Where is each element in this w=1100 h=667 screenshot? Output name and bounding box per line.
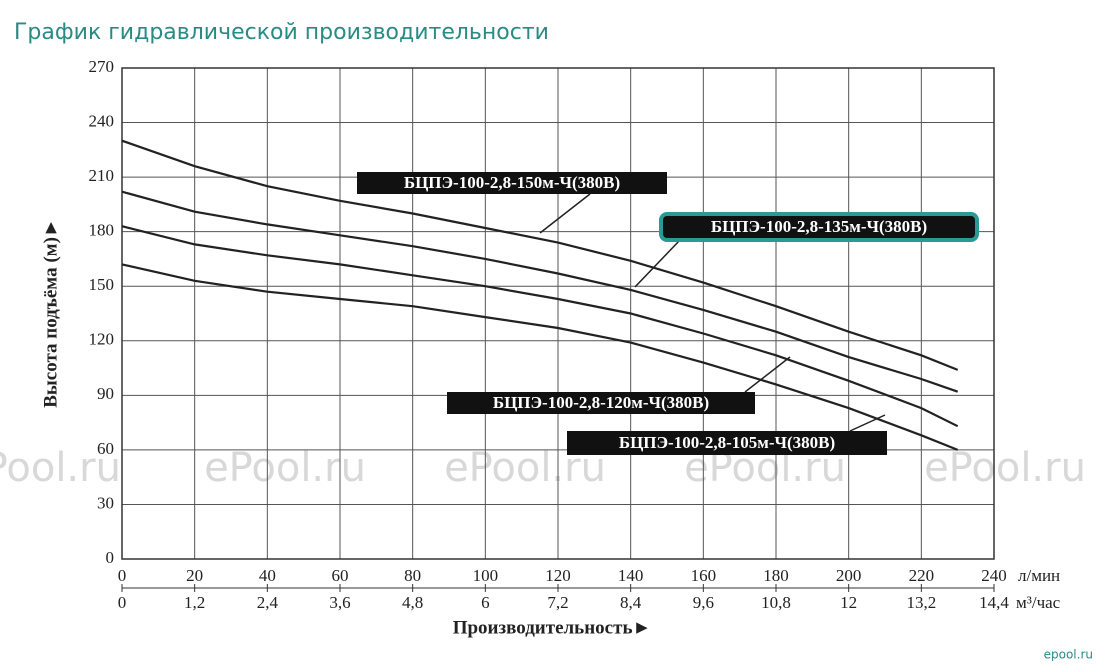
x2-tick-label: 7,2 [547, 593, 568, 612]
series-label-box [567, 431, 887, 455]
watermark: ePool.ru [204, 445, 366, 491]
watermark: ePool.ru [924, 445, 1086, 491]
leader-line [849, 414, 886, 432]
series-label: БЦПЭ-100-2,8-120м-Ч(380В) [493, 393, 709, 412]
plot-frame [121, 67, 995, 560]
x2-tick-label: 6 [481, 593, 490, 612]
series-label: БЦПЭ-100-2,8-150м-Ч(380В) [404, 173, 620, 192]
y-axis-label: Высота подъёма (м)► [40, 218, 61, 408]
x2-tick-label: 2,4 [257, 593, 279, 612]
x-tick-label: 160 [691, 566, 717, 585]
x-tick-label: 20 [186, 566, 203, 585]
y-tick-label: 120 [89, 330, 115, 349]
series-label: БЦПЭ-100-2,8-135м-Ч(380В) [711, 217, 927, 236]
x-tick-label: 60 [332, 566, 349, 585]
x-unit: л/мин [1018, 566, 1060, 585]
x2-tick-label: 13,2 [906, 593, 936, 612]
x-tick-label: 80 [404, 566, 421, 585]
series-label-box [357, 172, 667, 194]
y-tick-label: 180 [89, 221, 115, 240]
x-tick-label: 140 [618, 566, 644, 585]
x-axis-label: Производительность► [453, 617, 652, 638]
y-tick-label: 240 [89, 111, 115, 130]
y-tick-label: 150 [89, 275, 115, 294]
x-tick-label: 120 [545, 566, 571, 585]
x2-tick-label: 4,8 [402, 593, 423, 612]
x2-unit: м³/час [1016, 593, 1061, 612]
watermark: ePool.ru [0, 445, 121, 491]
leader-line [539, 193, 591, 234]
y-tick-label: 90 [97, 384, 114, 403]
x2-tick-label: 0 [118, 593, 127, 612]
series-line [121, 263, 959, 451]
logo: epool.ru [1044, 648, 1093, 662]
series-line [121, 225, 959, 428]
x2-tick-label: 14,4 [979, 593, 1009, 612]
y-tick-label: 0 [106, 548, 115, 567]
series-label: БЦПЭ-100-2,8-105м-Ч(380В) [619, 433, 835, 452]
y-tick-label: 60 [97, 439, 114, 458]
leader-line [634, 239, 681, 288]
series-label-box [447, 392, 755, 414]
x-tick-label: 40 [259, 566, 276, 585]
x-tick-label: 0 [118, 566, 127, 585]
y-tick-label: 30 [97, 493, 114, 512]
x2-tick-label: 1,2 [184, 593, 205, 612]
series-label-box [659, 212, 979, 242]
x2-tick-label: 3,6 [329, 593, 350, 612]
series-line [121, 190, 959, 393]
y-tick-label: 270 [89, 57, 115, 76]
x-tick-label: 200 [836, 566, 862, 585]
page-title: График гидравлической производительности [14, 20, 549, 45]
leader-line [744, 356, 791, 393]
y-tick-label: 210 [89, 166, 115, 185]
x2-tick-label: 9,6 [693, 593, 714, 612]
x-tick-label: 240 [981, 566, 1007, 585]
x2-tick-label: 10,8 [761, 593, 791, 612]
series-line [121, 139, 959, 371]
x-tick-label: 220 [909, 566, 935, 585]
x2-tick-label: 12 [840, 593, 857, 612]
x-tick-label: 100 [473, 566, 499, 585]
x-tick-label: 180 [763, 566, 789, 585]
x2-tick-label: 8,4 [620, 593, 642, 612]
